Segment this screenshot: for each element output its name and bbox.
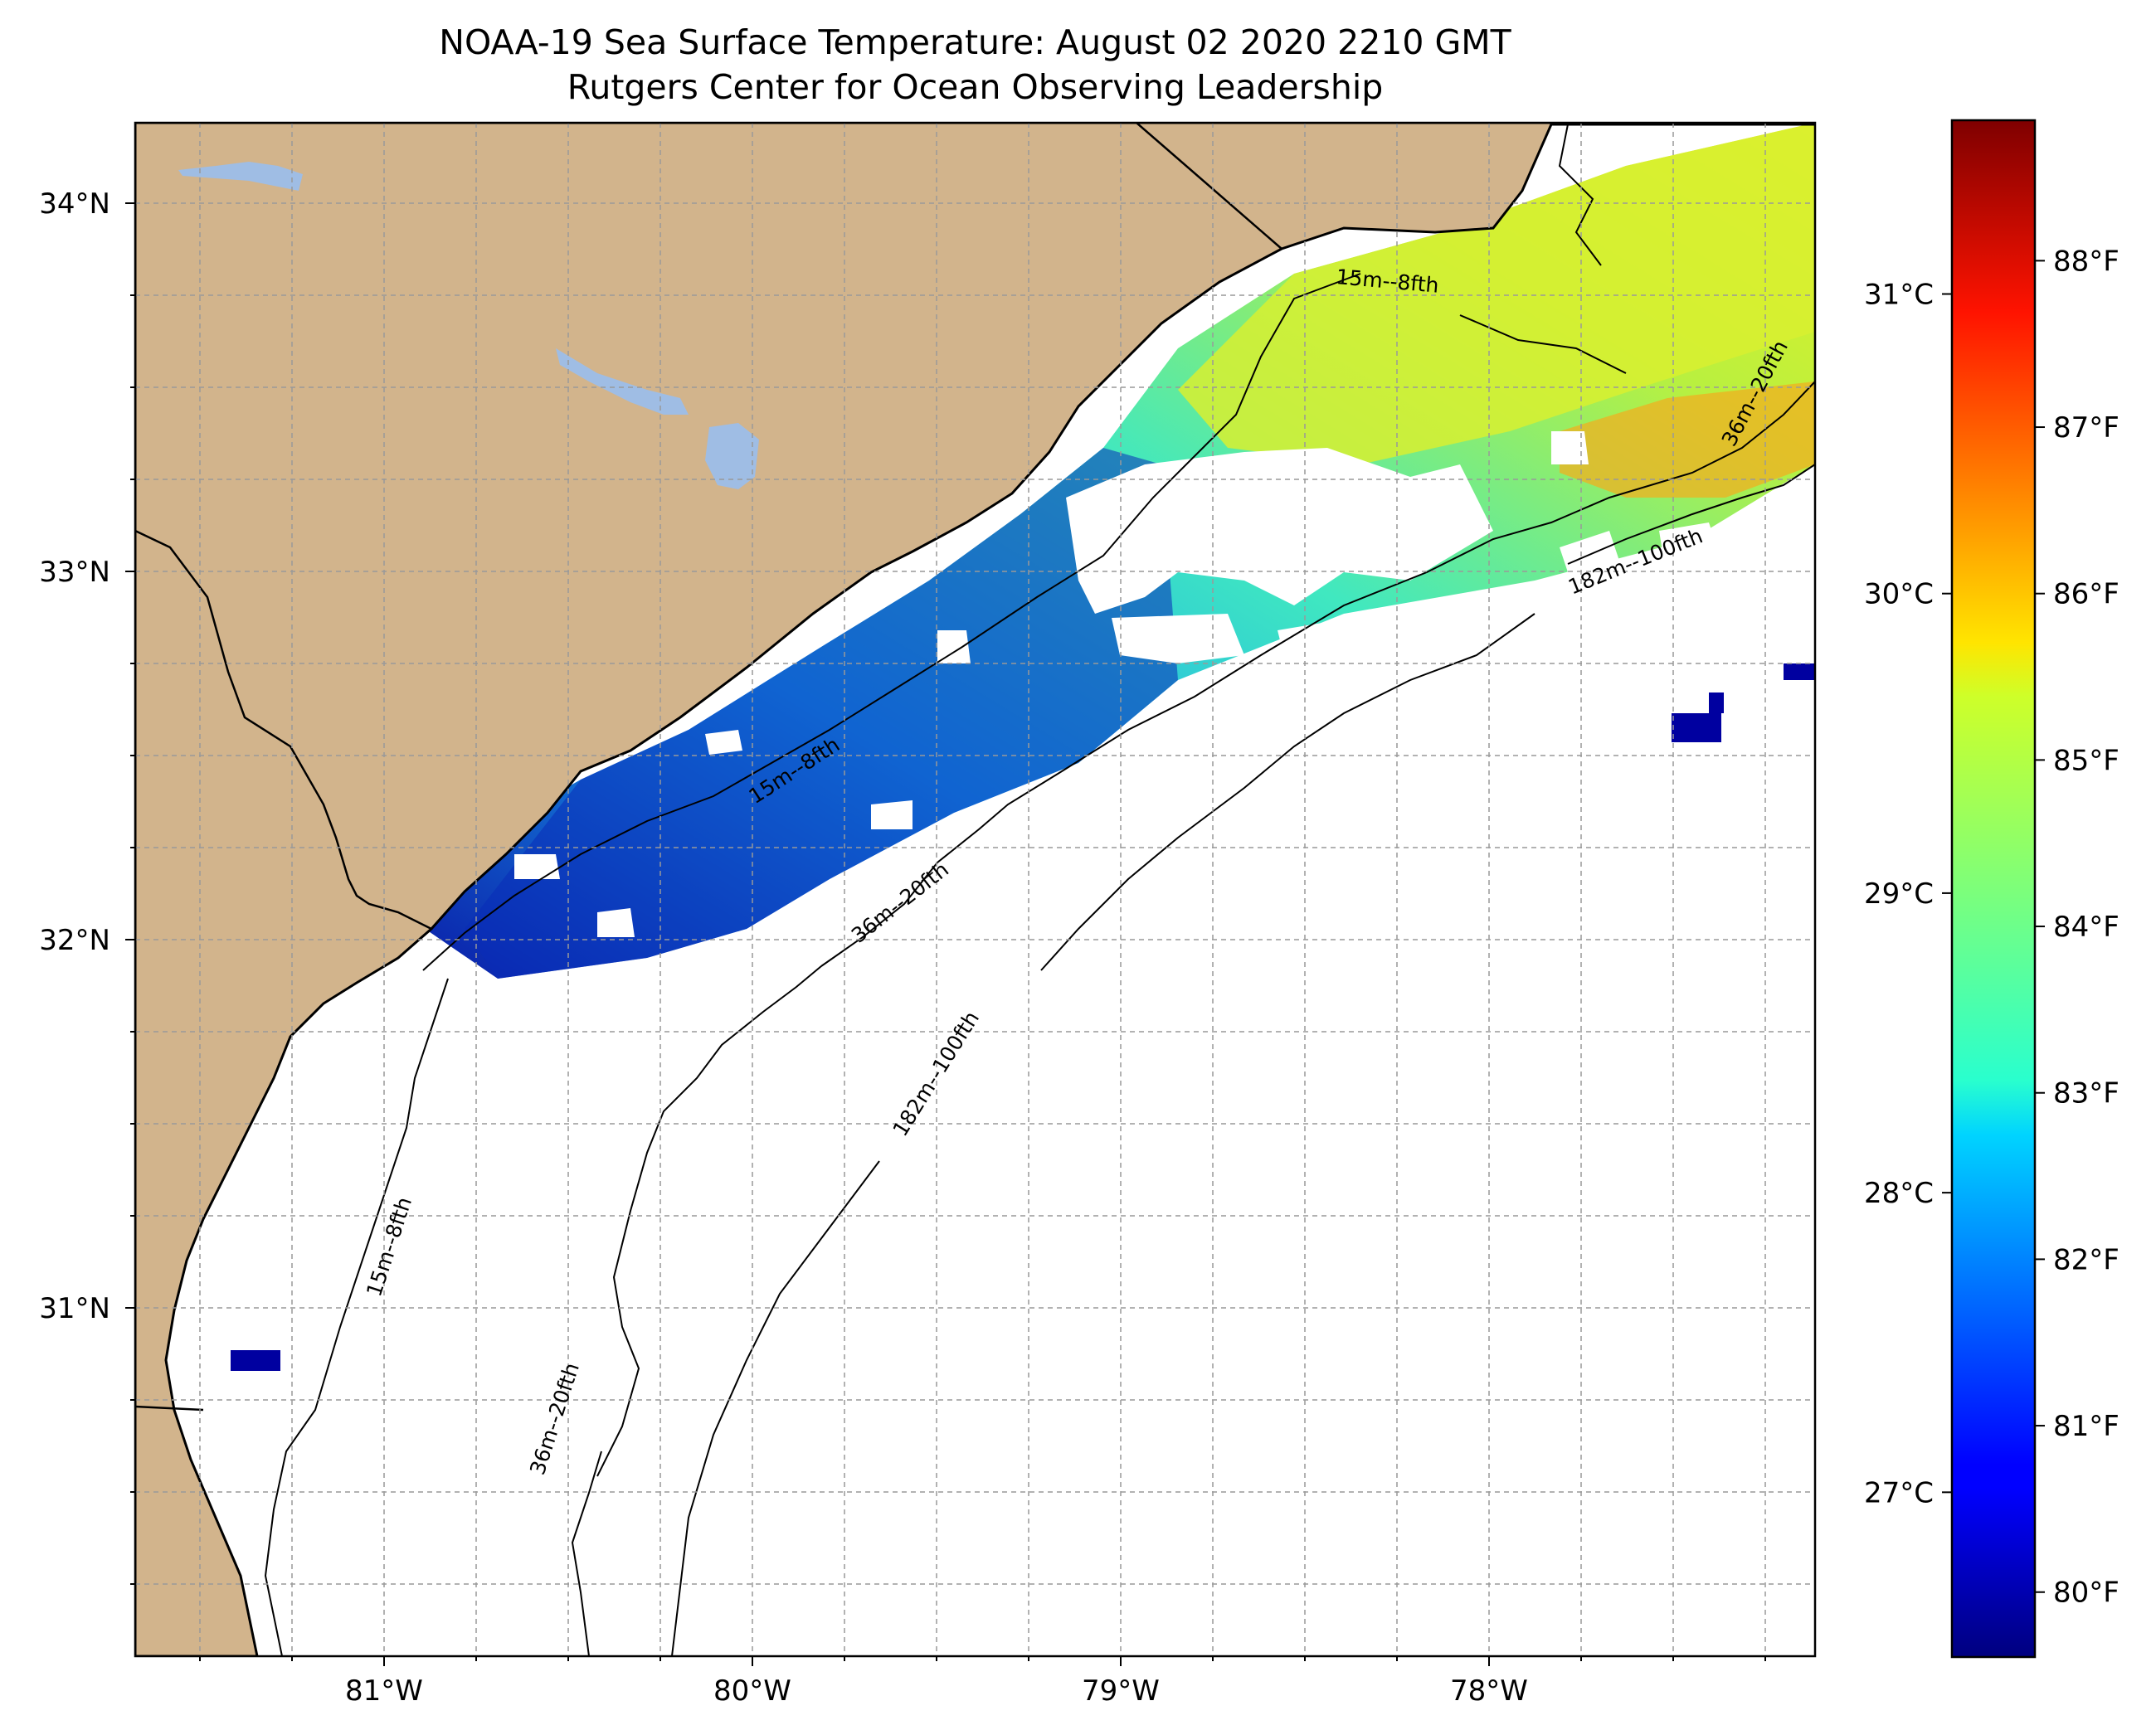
map-area: 15m--8fth 15m--8fth 15m--8fth 36m--20fth… xyxy=(135,123,1815,1656)
isobath-182m-south xyxy=(671,1160,880,1656)
colorbar-c-label: 30°C xyxy=(1864,578,1934,611)
lat-label-32: 32°N xyxy=(39,924,110,957)
lon-label-81: 81°W xyxy=(345,1674,423,1708)
gridlines xyxy=(135,123,1815,1656)
map-frame xyxy=(134,121,1817,1658)
sc-ga-border xyxy=(135,529,432,931)
sst-warm-shelf xyxy=(1178,123,1815,464)
colorbar: 80°F 81°F 82°F 83°F 84°F 85°F 86°F 87°F 88°F 27°C… xyxy=(1864,119,2119,1659)
lat-ticks xyxy=(125,202,135,1585)
map-title: NOAA-19 Sea Surface Temperature: August … xyxy=(439,22,1511,62)
lakes xyxy=(178,162,759,489)
land-mass xyxy=(135,123,1815,1656)
colorbar-f-label: 81°F xyxy=(2053,1410,2119,1443)
colorbar-f-label: 83°F xyxy=(2053,1077,2119,1110)
isobath-182m-ne xyxy=(1567,464,1815,565)
lon-label-78: 78°W xyxy=(1450,1674,1528,1708)
colorbar-f-label: 80°F xyxy=(2053,1577,2119,1610)
isobath-36m-south xyxy=(596,965,822,1477)
colorbar-c-label: 28°C xyxy=(1864,1177,1934,1210)
lon-label-80: 80°W xyxy=(713,1674,791,1708)
colorbar-f-label: 86°F xyxy=(2053,578,2119,611)
cloud-gaps xyxy=(514,431,1725,937)
lon-tick-labels: 81°W 80°W 79°W 78°W xyxy=(345,1674,1528,1708)
sst-offshore-pixels xyxy=(231,663,1815,1371)
isobath-15m-ne2 xyxy=(1558,124,1602,266)
colorbar-f-label: 88°F xyxy=(2053,245,2119,278)
colorbar-f-label: 82°F xyxy=(2053,1243,2119,1276)
state-boundaries xyxy=(135,123,1282,1412)
isobath-15m-north xyxy=(422,273,1361,971)
sst-warm-patch xyxy=(1560,381,1815,498)
lake-north xyxy=(178,162,303,191)
ga-fl-border xyxy=(135,1405,204,1412)
lon-ticks xyxy=(199,1656,1766,1666)
colorbar-ticks: 80°F 81°F 82°F 83°F 84°F 85°F 86°F 87°F 88°F 27°C… xyxy=(1864,245,2119,1609)
lat-label-34: 34°N xyxy=(39,187,110,221)
isobath-36m-south2 xyxy=(571,1451,602,1656)
lat-label-31: 31°N xyxy=(39,1292,110,1325)
colorbar-c-label: 27°C xyxy=(1864,1476,1934,1509)
lake-marion xyxy=(556,348,689,415)
colorbar-f-label: 85°F xyxy=(2053,744,2119,777)
isobath-15m-south xyxy=(264,978,449,1656)
colorbar-c-label: 29°C xyxy=(1864,877,1934,911)
nc-sc-border xyxy=(1136,123,1282,250)
lat-tick-labels: 34°N 33°N 32°N 31°N xyxy=(39,187,110,1325)
lake-moultrie xyxy=(705,423,759,489)
colorbar-f-label: 87°F xyxy=(2053,411,2119,445)
lon-label-79: 79°W xyxy=(1082,1674,1160,1708)
colorbar-gradient xyxy=(1950,119,2037,1659)
sst-cool-front xyxy=(465,448,1178,979)
colorbar-c-label: 31°C xyxy=(1864,279,1934,312)
colorbar-f-label: 84°F xyxy=(2053,911,2119,944)
isobath-36m-north xyxy=(820,381,1815,967)
lat-label-33: 33°N xyxy=(39,556,110,589)
map-subtitle: Rutgers Center for Ocean Observing Leade… xyxy=(567,67,1384,107)
isobath-182m-mid xyxy=(1040,613,1535,971)
